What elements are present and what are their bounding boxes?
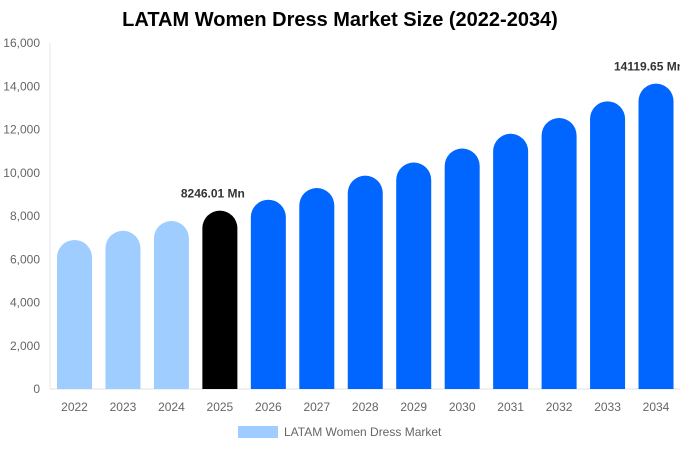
bar-2024[interactable] <box>153 221 189 389</box>
y-tick-label: 8,000 <box>10 209 40 223</box>
x-tick-label: 2022 <box>61 400 88 414</box>
bar-2030[interactable] <box>444 148 480 389</box>
x-tick-label: 2030 <box>449 400 476 414</box>
x-tick-label: 2031 <box>497 400 524 414</box>
bar-2023[interactable] <box>105 230 141 389</box>
chart-title: LATAM Women Dress Market Size (2022-2034… <box>122 9 558 31</box>
y-tick-label: 14,000 <box>3 79 40 93</box>
legend-label: LATAM Women Dress Market <box>284 425 442 439</box>
bar-2033[interactable] <box>590 101 626 389</box>
bar-2027[interactable] <box>299 188 335 389</box>
y-tick-label: 6,000 <box>10 252 40 266</box>
bar-2022[interactable] <box>57 239 92 389</box>
x-tick-label: 2024 <box>158 400 185 414</box>
x-tick-label: 2025 <box>207 400 234 414</box>
bar-2032[interactable] <box>541 118 577 389</box>
x-tick-label: 2026 <box>255 400 282 414</box>
x-tick-label: 2032 <box>546 400 573 414</box>
bar-2026[interactable] <box>250 199 286 389</box>
bar-2025[interactable] <box>202 210 238 389</box>
data-label: 14119.65 Mn <box>614 60 680 74</box>
legend[interactable]: LATAM Women Dress Market <box>238 425 441 439</box>
x-tick-label: 2029 <box>400 400 427 414</box>
y-tick-label: 16,000 <box>3 36 40 50</box>
x-tick-label: 2028 <box>352 400 379 414</box>
bar-2034[interactable] <box>638 83 674 389</box>
data-label: 8246.01 Mn <box>181 187 245 201</box>
bar-2031[interactable] <box>493 133 529 389</box>
y-tick-label: 4,000 <box>10 296 40 310</box>
y-tick-label: 0 <box>33 382 40 396</box>
x-tick-label: 2034 <box>643 400 670 414</box>
x-tick-label: 2023 <box>110 400 137 414</box>
y-tick-label: 12,000 <box>3 123 40 137</box>
y-tick-label: 10,000 <box>3 166 40 180</box>
bar-2029[interactable] <box>396 162 432 389</box>
y-tick-label: 2,000 <box>10 339 40 353</box>
bar-2028[interactable] <box>347 175 383 389</box>
x-tick-label: 2033 <box>594 400 621 414</box>
x-tick-label: 2027 <box>303 400 330 414</box>
legend-swatch <box>238 426 278 438</box>
